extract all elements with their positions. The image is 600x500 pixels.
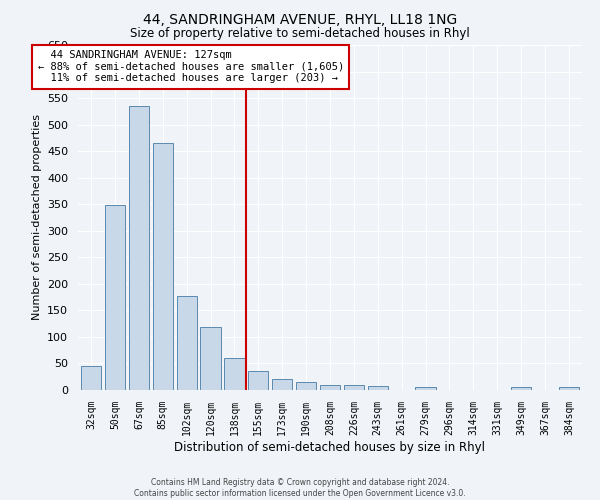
X-axis label: Distribution of semi-detached houses by size in Rhyl: Distribution of semi-detached houses by … — [175, 440, 485, 454]
Text: Contains HM Land Registry data © Crown copyright and database right 2024.
Contai: Contains HM Land Registry data © Crown c… — [134, 478, 466, 498]
Bar — [152, 143, 173, 390]
Bar — [511, 388, 531, 390]
Bar — [176, 296, 197, 390]
Bar — [368, 386, 388, 390]
Y-axis label: Number of semi-detached properties: Number of semi-detached properties — [32, 114, 41, 320]
Bar — [224, 358, 245, 390]
Bar — [272, 380, 292, 390]
Text: Size of property relative to semi-detached houses in Rhyl: Size of property relative to semi-detach… — [130, 28, 470, 40]
Bar — [81, 366, 101, 390]
Bar — [105, 206, 125, 390]
Bar — [559, 388, 579, 390]
Bar — [248, 372, 268, 390]
Bar — [200, 328, 221, 390]
Bar — [129, 106, 149, 390]
Bar — [344, 384, 364, 390]
Bar — [320, 384, 340, 390]
Bar — [415, 388, 436, 390]
Text: 44 SANDRINGHAM AVENUE: 127sqm
← 88% of semi-detached houses are smaller (1,605)
: 44 SANDRINGHAM AVENUE: 127sqm ← 88% of s… — [38, 50, 344, 84]
Text: 44, SANDRINGHAM AVENUE, RHYL, LL18 1NG: 44, SANDRINGHAM AVENUE, RHYL, LL18 1NG — [143, 12, 457, 26]
Bar — [296, 382, 316, 390]
